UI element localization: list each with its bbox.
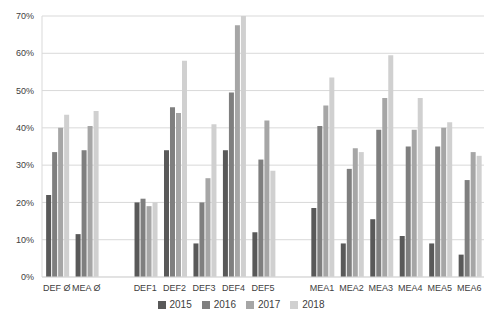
svg-text:DEF Ø: DEF Ø [43,283,71,293]
svg-text:70%: 70% [16,11,34,21]
svg-text:10%: 10% [16,235,34,245]
svg-text:20%: 20% [16,198,34,208]
svg-text:DEF2: DEF2 [163,283,186,293]
svg-text:MEA1: MEA1 [310,283,335,293]
svg-text:MEA6: MEA6 [457,283,482,293]
svg-text:40%: 40% [16,123,34,133]
svg-text:MEA5: MEA5 [428,283,453,293]
html-text:2015: 2015 [169,299,192,310]
svg-text:DEF4: DEF4 [222,283,245,293]
svg-text:50%: 50% [16,86,34,96]
svg-text:DEF5: DEF5 [251,283,274,293]
svg-text:DEF3: DEF3 [193,283,216,293]
html-text:2018: 2018 [302,299,325,310]
svg-text:DEF1: DEF1 [134,283,157,293]
html-text:2017: 2017 [258,299,281,310]
svg-text:MEA3: MEA3 [369,283,394,293]
svg-text:MEA4: MEA4 [398,283,423,293]
html-text:2016: 2016 [213,299,236,310]
svg-text:MEA2: MEA2 [339,283,364,293]
svg-text:60%: 60% [16,48,34,58]
svg-text:30%: 30% [16,160,34,170]
svg-text:MEA Ø: MEA Ø [72,283,101,293]
svg-text:0%: 0% [21,272,34,282]
